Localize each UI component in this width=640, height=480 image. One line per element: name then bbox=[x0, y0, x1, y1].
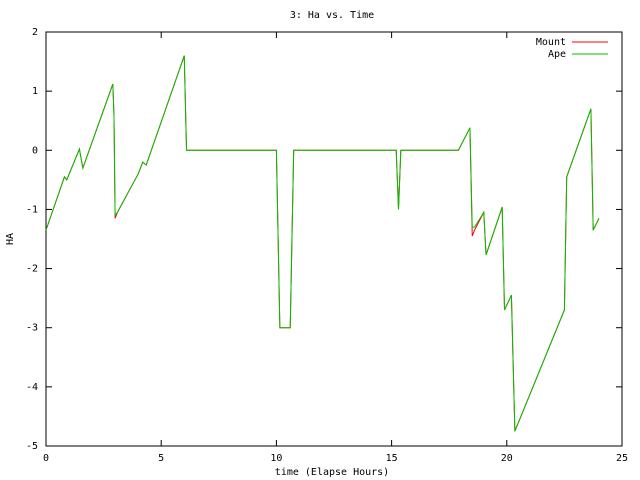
y-tick-label: -4 bbox=[26, 382, 38, 393]
x-tick-label: 25 bbox=[616, 453, 628, 464]
y-tick-label: -5 bbox=[26, 441, 38, 452]
data-line bbox=[45, 55, 600, 432]
y-tick-label: -2 bbox=[26, 264, 38, 275]
y-tick-label: 0 bbox=[32, 145, 38, 156]
legend-label: Mount bbox=[536, 37, 566, 48]
x-tick-label: 5 bbox=[158, 453, 164, 464]
x-axis-label: time (Elapse Hours) bbox=[275, 467, 389, 478]
x-tick-label: 20 bbox=[501, 453, 513, 464]
x-tick-label: 0 bbox=[43, 453, 49, 464]
y-tick-label: -1 bbox=[26, 204, 38, 215]
plot-frame bbox=[45, 31, 623, 447]
x-tick-label: 15 bbox=[386, 453, 398, 464]
legend-label: Ape bbox=[548, 49, 566, 60]
chart-title: 3: Ha vs. Time bbox=[290, 10, 374, 21]
y-tick-label: 1 bbox=[32, 86, 38, 97]
data-line bbox=[45, 55, 600, 432]
y-axis-label: HA bbox=[5, 233, 16, 245]
y-tick-label: -3 bbox=[26, 323, 38, 334]
x-tick-label: 10 bbox=[270, 453, 282, 464]
y-tick-label: 2 bbox=[32, 27, 38, 38]
